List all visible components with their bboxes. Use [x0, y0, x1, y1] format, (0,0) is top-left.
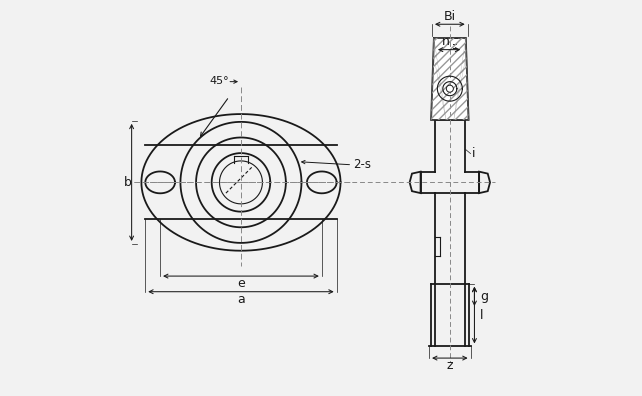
Text: Bi: Bi: [444, 10, 456, 23]
Text: i: i: [472, 147, 475, 160]
Text: e: e: [237, 277, 245, 290]
Text: a: a: [237, 293, 245, 306]
Text: 45°: 45°: [210, 76, 229, 86]
Circle shape: [446, 85, 453, 92]
Text: l: l: [480, 308, 484, 322]
Text: z: z: [447, 360, 453, 372]
Text: 2-s: 2-s: [353, 158, 371, 171]
Polygon shape: [431, 38, 469, 120]
Text: b: b: [124, 176, 132, 189]
Text: g: g: [480, 290, 489, 303]
Text: n: n: [442, 35, 450, 48]
Polygon shape: [479, 171, 490, 193]
Polygon shape: [410, 171, 421, 193]
